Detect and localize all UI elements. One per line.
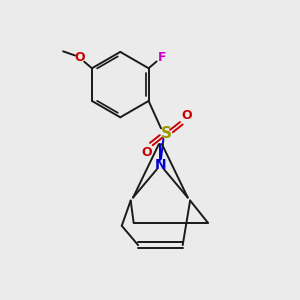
Text: O: O: [181, 109, 192, 122]
Text: S: S: [161, 126, 172, 141]
Text: O: O: [74, 51, 85, 64]
Text: F: F: [158, 51, 166, 64]
Text: O: O: [141, 146, 152, 159]
Text: N: N: [154, 158, 166, 172]
